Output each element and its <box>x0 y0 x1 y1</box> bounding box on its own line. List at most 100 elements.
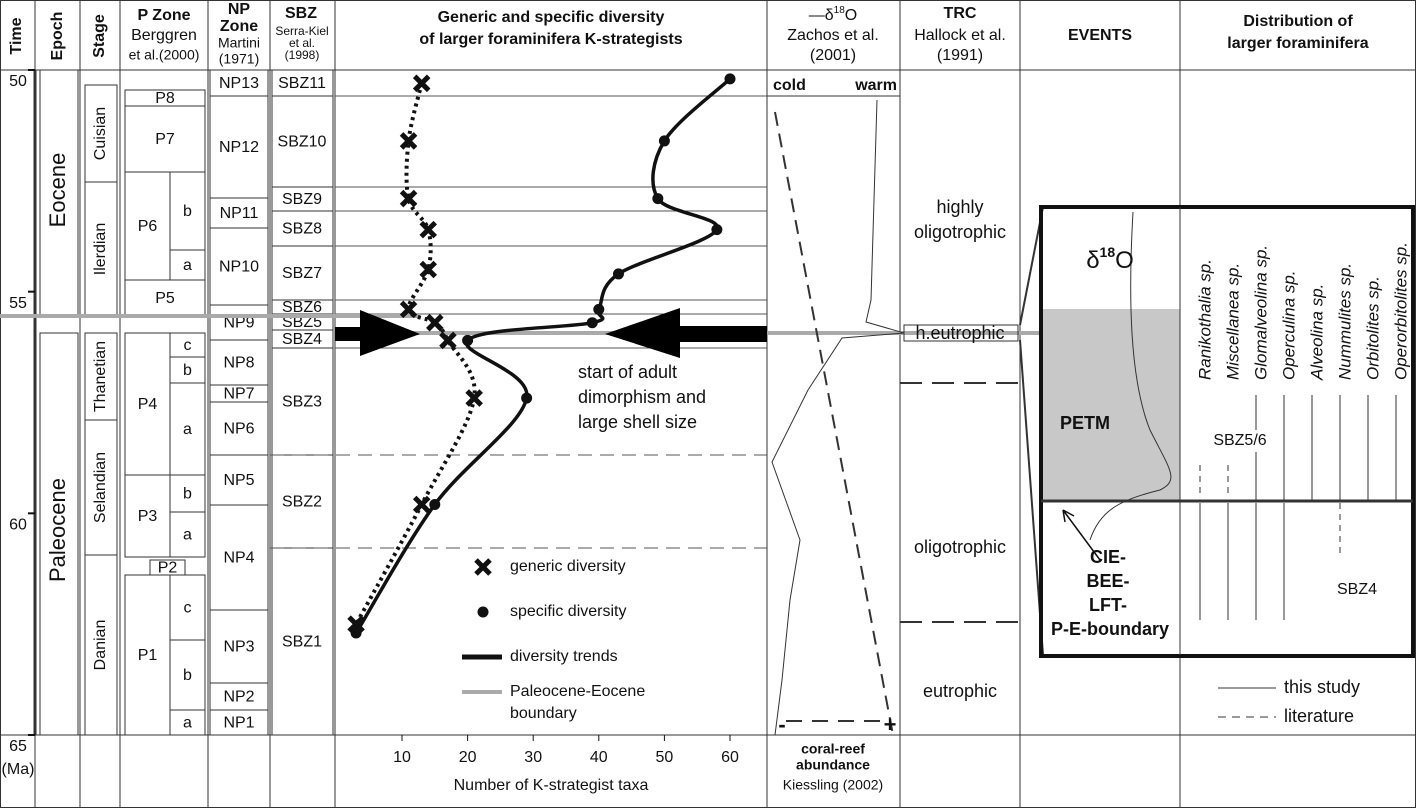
p-zone: b <box>183 203 192 220</box>
taxon: Alveolina sp. <box>1307 284 1326 381</box>
p-zone: P2 <box>158 560 178 577</box>
np-zone: NP3 <box>223 639 254 656</box>
taxon: Orbitolites sp. <box>1363 276 1382 380</box>
point <box>412 74 431 93</box>
np-zone: NP6 <box>223 421 254 438</box>
np-zone: NP2 <box>223 689 254 706</box>
event-label: CIE- <box>1090 547 1126 567</box>
label-bg <box>1205 430 1275 452</box>
header: Epoch <box>49 12 66 61</box>
point <box>465 389 483 407</box>
petm-shade <box>1043 309 1180 501</box>
inset-box <box>1039 205 1415 658</box>
x-tick-label: 60 <box>721 749 739 766</box>
legend-label: boundary <box>510 705 577 722</box>
p-zone: c <box>184 337 192 354</box>
np-zone: NP5 <box>223 472 254 489</box>
taxon: Ranikothalia sp. <box>1195 259 1214 380</box>
point <box>412 495 431 514</box>
trend-line <box>354 82 477 626</box>
header: (2001) <box>810 47 856 64</box>
coral-label: abundance <box>796 757 870 773</box>
annotation: start of adult <box>578 362 677 382</box>
zone-label: SBZ4 <box>1337 581 1377 598</box>
sbz-zone: SBZ7 <box>282 265 322 282</box>
x-tick-label: 30 <box>524 749 542 766</box>
point <box>593 303 605 315</box>
zone-label: SBZ5/6 <box>1213 432 1266 449</box>
header: Berggren <box>131 27 197 44</box>
header: —δ18O <box>809 5 857 25</box>
y-tick-label: 55 <box>9 295 27 312</box>
legend-label: diversity trends <box>510 648 618 665</box>
y-tick-label: 50 <box>9 73 27 90</box>
taxon: Operculina sp. <box>1279 270 1298 380</box>
header: (1991) <box>937 47 983 64</box>
header: (1971) <box>219 51 259 67</box>
point <box>429 498 441 510</box>
header: Serra-Kiel <box>275 24 328 38</box>
sbz-zone: SBZ3 <box>282 394 322 411</box>
p-zone: a <box>183 257 192 274</box>
trc-state: oligotrophic <box>914 222 1006 242</box>
x-tick-label: 10 <box>393 749 411 766</box>
np-zone: NP9 <box>223 315 254 332</box>
header: Stage <box>91 14 108 58</box>
point <box>399 189 418 208</box>
p-zone: P3 <box>138 508 158 525</box>
h-eutrophic-box <box>903 324 1019 342</box>
header-part: O <box>845 7 857 24</box>
np-zone: NP1 <box>223 715 254 732</box>
p-zone: P5 <box>155 290 175 307</box>
sbz-zone: SBZ10 <box>278 134 327 151</box>
point <box>419 260 438 279</box>
stage: Cuisian <box>92 107 109 160</box>
header: SBZ <box>285 5 317 22</box>
epoch: Paleocene <box>45 478 70 582</box>
header: P Zone <box>137 7 190 24</box>
header: NP <box>228 1 251 18</box>
inset-d18o: δ18O <box>1086 244 1134 275</box>
legend-label: literature <box>1284 706 1354 726</box>
inset-d18o-part: 18 <box>1100 244 1116 260</box>
petm: PETM <box>1060 413 1110 433</box>
scale-end: + <box>884 712 897 737</box>
stage: Thanetian <box>92 341 109 412</box>
p-zone: a <box>183 527 192 544</box>
point <box>586 317 598 329</box>
annotation: dimorphism and <box>578 387 706 407</box>
legend-label: this study <box>1284 677 1360 697</box>
p-zone: a <box>183 715 192 732</box>
header: Time <box>8 17 25 54</box>
header-part: 18 <box>834 5 846 16</box>
arrow <box>335 310 420 356</box>
taxon: Nummulites sp. <box>1335 263 1354 380</box>
np-zone: NP7 <box>223 386 254 403</box>
event-label: BEE- <box>1086 571 1129 591</box>
event-label: P-E-boundary <box>1051 619 1169 639</box>
d18o-curve <box>771 99 905 736</box>
header: EVENTS <box>1068 27 1132 44</box>
chart-title: Generic and specific diversity <box>438 9 665 26</box>
d18o-inset-curve <box>1089 211 1172 541</box>
event-label: LFT- <box>1089 595 1127 615</box>
epoch: Eocene <box>45 153 70 228</box>
point <box>439 331 457 350</box>
p-zone: P6 <box>138 218 158 235</box>
chart-title: of larger foraminifera K-strategists <box>419 31 682 48</box>
inset-d18o-part: δ <box>1086 247 1099 274</box>
p-zone: P7 <box>155 131 175 148</box>
cell <box>84 554 118 736</box>
sbz-zone: SBZ6 <box>282 299 322 316</box>
p-zone: a <box>183 421 192 438</box>
header: Hallock et al. <box>914 27 1006 44</box>
trc-state: h.eutrophic <box>915 323 1004 343</box>
point <box>711 224 723 236</box>
scale-end: - <box>778 712 785 737</box>
arrow <box>605 308 767 358</box>
legend-label: generic diversity <box>510 558 626 575</box>
taxon: Glomalveolina sp. <box>1251 245 1270 380</box>
header: Martini <box>218 35 260 51</box>
coral-label: coral-reef <box>801 741 865 757</box>
p-zone: P1 <box>138 647 158 664</box>
